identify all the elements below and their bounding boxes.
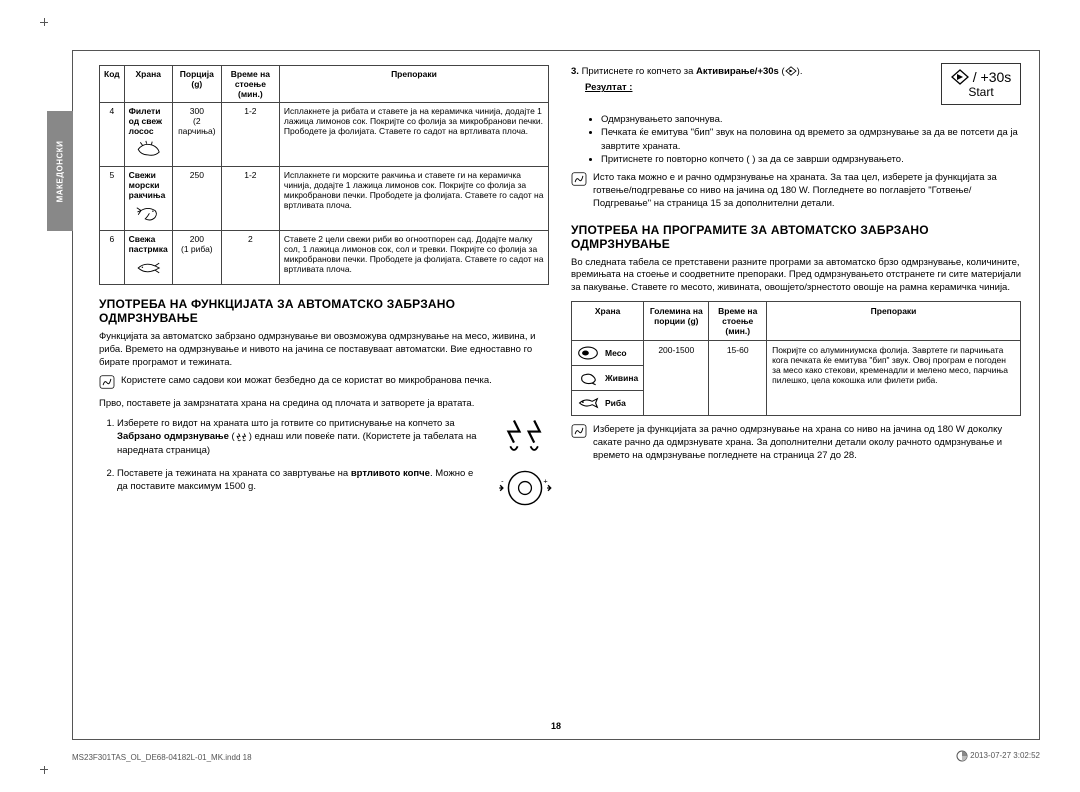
defrost-button-icon bbox=[497, 415, 553, 461]
meat-icon bbox=[577, 345, 599, 361]
footer-timestamp: 2013-07-27 3:02:52 bbox=[956, 750, 1040, 762]
result-label: Резултат : bbox=[585, 82, 931, 93]
start-diamond-icon bbox=[951, 69, 969, 85]
manual-defrost-note: Исто така можно е и рачно одмрзнување на… bbox=[571, 172, 1021, 210]
section1-intro: Функцијата за автоматско забрзано одмрзн… bbox=[99, 331, 549, 369]
cooking-table: Код Храна Порција (g) Време на стоење (м… bbox=[99, 65, 549, 285]
shrimp-icon bbox=[129, 203, 168, 227]
steps-list: Изберете го видот на храната што ја готв… bbox=[99, 417, 549, 493]
defrost-inline-icon bbox=[235, 432, 249, 442]
trout-icon bbox=[129, 257, 168, 281]
step-1: Изберете го видот на храната што ја готв… bbox=[117, 417, 549, 457]
svg-text:-: - bbox=[501, 476, 504, 485]
page-number: 18 bbox=[551, 721, 561, 731]
program-table: Храна Големина на порции (g) Време на ст… bbox=[571, 301, 1021, 416]
th-code: Код bbox=[100, 66, 125, 103]
dial-icon: -+ bbox=[497, 465, 553, 511]
manual-defrost-ref-note: Изберете ја функцијата за рачно одмрзнув… bbox=[571, 424, 1021, 462]
step-2: Поставете ја тежината на храната со завр… bbox=[117, 467, 549, 494]
right-column: 3. Притиснете го копчето за Активирање/+… bbox=[571, 65, 1021, 711]
th-food: Храна bbox=[124, 66, 172, 103]
th-time: Време на стоење (мин.) bbox=[221, 66, 279, 103]
table-row: 5 Свежи морски ракчиња 250 1-2 bbox=[100, 167, 549, 231]
section2-title: УПОТРЕБА НА ПРОГРАМИТЕ ЗА АВТОМАТСКО ЗАБ… bbox=[571, 223, 1021, 251]
footer-filename: MS23F301TAS_OL_DE68-04182L-01_MK.indd 18 bbox=[72, 753, 252, 762]
section1-title: УПОТРЕБА НА ФУНКЦИЈАТА ЗА АВТОМАТСКО ЗАБ… bbox=[99, 297, 549, 325]
page-frame: МАКЕДОНСКИ Код Храна Порција (g) Време н… bbox=[72, 50, 1040, 740]
section1-p2: Прво, поставете ја замрзнатата храна на … bbox=[99, 398, 549, 411]
language-tab: МАКЕДОНСКИ bbox=[47, 111, 73, 231]
left-column: Код Храна Порција (g) Време на стоење (м… bbox=[99, 65, 549, 711]
salmon-icon bbox=[129, 139, 168, 163]
language-tab-label: МАКЕДОНСКИ bbox=[56, 140, 65, 202]
fish-icon bbox=[577, 395, 599, 411]
th-portion: Порција (g) bbox=[172, 66, 221, 103]
note-icon bbox=[99, 375, 115, 394]
table-row: Месо 200-1500 15-60 Покријте со алуминиу… bbox=[572, 341, 1021, 366]
note-safe-dishes: Користете само садови кои можат безбедно… bbox=[99, 375, 549, 394]
start-inline-icon bbox=[785, 66, 797, 76]
poultry-icon bbox=[577, 370, 599, 386]
svg-text:+: + bbox=[543, 476, 547, 485]
section2-intro: Во следната табела се претставени разнит… bbox=[571, 257, 1021, 295]
note-icon bbox=[571, 172, 587, 210]
th-rec: Препораки bbox=[279, 66, 548, 103]
result-bullets: Одмрзнувањето започнува. Печката ќе емит… bbox=[571, 113, 1021, 166]
start-button-graphic: / +30s Start bbox=[941, 63, 1021, 105]
note-icon bbox=[571, 424, 587, 462]
table-row: 4 Филети од свеж лосос 300 (2 парчиња) bbox=[100, 103, 549, 167]
color-wheel-icon bbox=[956, 750, 968, 762]
table-row: 6 Свежа пастрмка 200 (1 риба) 2 bbox=[100, 231, 549, 285]
